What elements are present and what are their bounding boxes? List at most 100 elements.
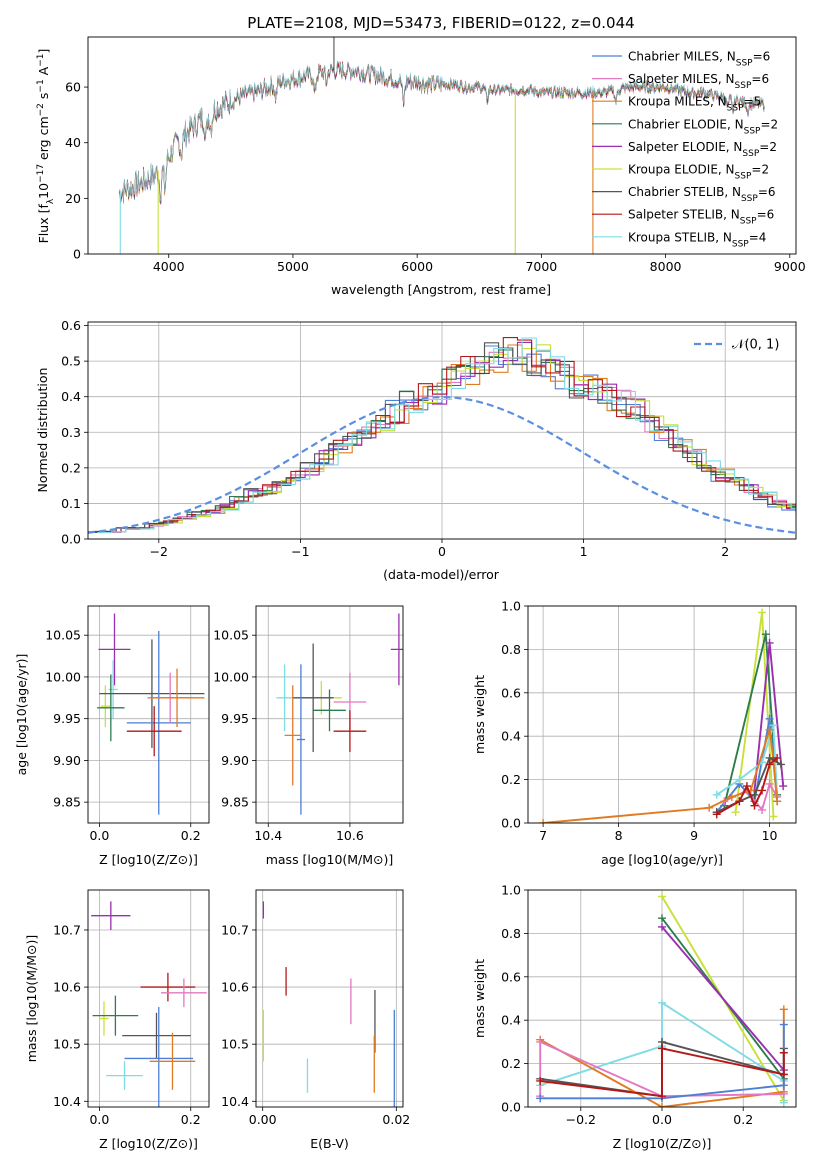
y-tick-label: 0.2 [501,772,521,787]
x-axis-label: Z [log10(Z/Z⊙)] [99,1136,198,1151]
x-axis-label: (data-model)/error [383,567,500,582]
x-tick-label: 1 [580,544,588,559]
x-tick-label: 6000 [401,259,433,274]
plot-area [91,901,207,1107]
x-tick-label: 0 [438,544,446,559]
histogram-chabrier_miles [88,345,796,533]
axes-frame [87,605,210,824]
axes-frame [87,321,797,540]
x-axis-label: Z [log10(Z/Z⊙)] [613,1136,712,1151]
y-tick-label: 20 [65,191,81,206]
weight-marker-salpeter_elodie [658,922,666,931]
legend-label: Chabrier STELIB, NSSP=6 [628,185,776,204]
y-tick-label: 10.00 [213,669,249,684]
weight-marker-salpeter_elodie [779,782,788,791]
weight-marker-kroupa_stelib [769,721,778,730]
y-tick-label: 10.6 [221,980,249,995]
y-axis-label: mass weight [472,959,487,1038]
weight-marker-chabrier_miles [536,1094,545,1103]
weight-marker-salpeter_stelib [758,786,767,795]
normal-curve [88,395,796,534]
plot-area [262,901,395,1107]
weight-vs-age-panel: 7 8 9 10 0.0 0.2 0.4 0.6 0.8 1.0 age [log10(age/yr… [472,599,797,867]
x-axis-label: age [log10(age/yr)] [601,852,723,867]
weight-marker-kroupa_miles [727,792,736,801]
legend-label: Salpeter ELODIE, NSSP=2 [628,140,777,159]
weight-marker-kroupa_stelib [779,1098,788,1107]
plot-area [97,613,205,815]
y-tick-label: 10.05 [45,628,81,643]
weight-marker-kroupa_miles [658,1103,666,1107]
x-axis-label: wavelength [Angstrom, rest frame] [331,282,551,297]
weight-marker-salpeter_elodie [765,638,774,647]
x-axis-label: mass [log10(M/M⊙)] [266,852,394,867]
y-tick-label: 10.05 [213,628,249,643]
weight-marker-kroupa_miles [773,797,782,806]
weight-marker-salpeter_stelib [779,1070,788,1079]
weight-marker-kroupa_miles [539,819,548,823]
plot-area [536,892,788,1107]
plot-area [539,608,788,823]
weight-marker-kroupa_miles [765,725,774,734]
x-tick-label: 5000 [277,259,309,274]
weight-marker-chabrier_stelib [750,790,759,799]
weight-marker-chabrier_elodie [761,630,770,639]
figure-title: PLATE=2108, MJD=53473, FIBERID=0122, z=0… [247,14,634,32]
mass-vs-extinction-panel: 0.00 0.02 10.4 10.5 10.6 10.7 E(B-V) [221,889,410,1151]
legend-label: Kroupa MILES, NSSP=5 [628,95,761,114]
axes-frame [87,889,210,1108]
y-axis-label: age [log10(age/yr)] [14,654,29,776]
weight-marker-kroupa_elodie [758,608,767,617]
x-tick-label: −2 [150,544,168,559]
x-tick-label: 0.0 [89,828,109,843]
x-tick-label: 0.0 [652,1112,672,1127]
axes-frame [87,36,797,255]
x-tick-label: 10.4 [254,828,282,843]
axes-frame [527,605,797,824]
weight-marker-salpeter_miles [779,1089,788,1098]
axes-frame [255,889,404,1108]
x-axis-label: Z [log10(Z/Z⊙)] [99,852,198,867]
y-tick-label: 10.5 [53,1037,81,1052]
y-tick-label: 10.6 [53,980,81,995]
y-tick-label: 0 [73,247,81,262]
y-tick-label: 10.7 [53,922,81,937]
y-tick-label: 9.85 [221,795,249,810]
weight-marker-chabrier_miles [779,1081,788,1090]
x-tick-label: 0.0 [89,1112,109,1127]
weight-marker-kroupa_elodie [658,892,666,901]
y-tick-label: 1.0 [501,599,521,614]
y-tick-label: 9.90 [53,753,81,768]
x-tick-label: 10.6 [336,828,364,843]
x-tick-label: 7000 [525,259,557,274]
weight-marker-salpeter_stelib [735,797,744,806]
residuals-panel: −2 −1 0 1 2 0.0 0.1 0.2 0.3 0.4 0.5 0.6 𝒩(0, 1) (data… [35,318,797,582]
y-tick-label: 10.5 [221,1037,249,1052]
weight-marker-chabrier_stelib [776,760,785,769]
legend-label: Kroupa ELODIE, NSSP=2 [628,163,769,182]
y-tick-label: 0.4 [61,389,81,404]
weight-marker-kroupa_miles [779,1005,788,1014]
weight-marker-salpeter_stelib [658,1044,666,1053]
weight-marker-kroupa_miles [705,803,714,812]
x-axis-label: E(B-V) [310,1136,349,1151]
weight-vs-metallicity-panel: −0.2 0.0 0.2 0.0 0.2 0.4 0.6 0.8 1.0 Z [log10(Z/Z… [472,883,797,1151]
x-tick-label: 9000 [774,259,806,274]
x-tick-label: 0.2 [181,1112,201,1127]
legend-label: Chabrier ELODIE, NSSP=2 [628,117,778,136]
y-tick-label: 10.7 [221,922,249,937]
y-tick-label: 1.0 [501,883,521,898]
weight-marker-chabrier_miles [779,1020,788,1029]
legend-label: Salpeter STELIB, NSSP=6 [628,208,774,227]
spectrum-panel: 4000 5000 6000 7000 8000 9000 0 20 40 60 Chabrier … [36,36,806,297]
y-tick-label: 0.6 [501,969,521,984]
age-vs-metallicity-panel: 0.0 0.2 9.85 9.90 9.95 10.00 10.05 Z [log10(Z/Z… [14,605,210,867]
y-tick-label: 9.85 [53,795,81,810]
weight-marker-kroupa_stelib [658,998,666,1007]
weight-marker-salpeter_miles [536,1037,545,1046]
y-tick-label: 0.5 [61,354,81,369]
y-tick-label: 0.0 [61,532,81,547]
x-tick-label: −1 [291,544,309,559]
x-tick-label: 7 [539,828,547,843]
